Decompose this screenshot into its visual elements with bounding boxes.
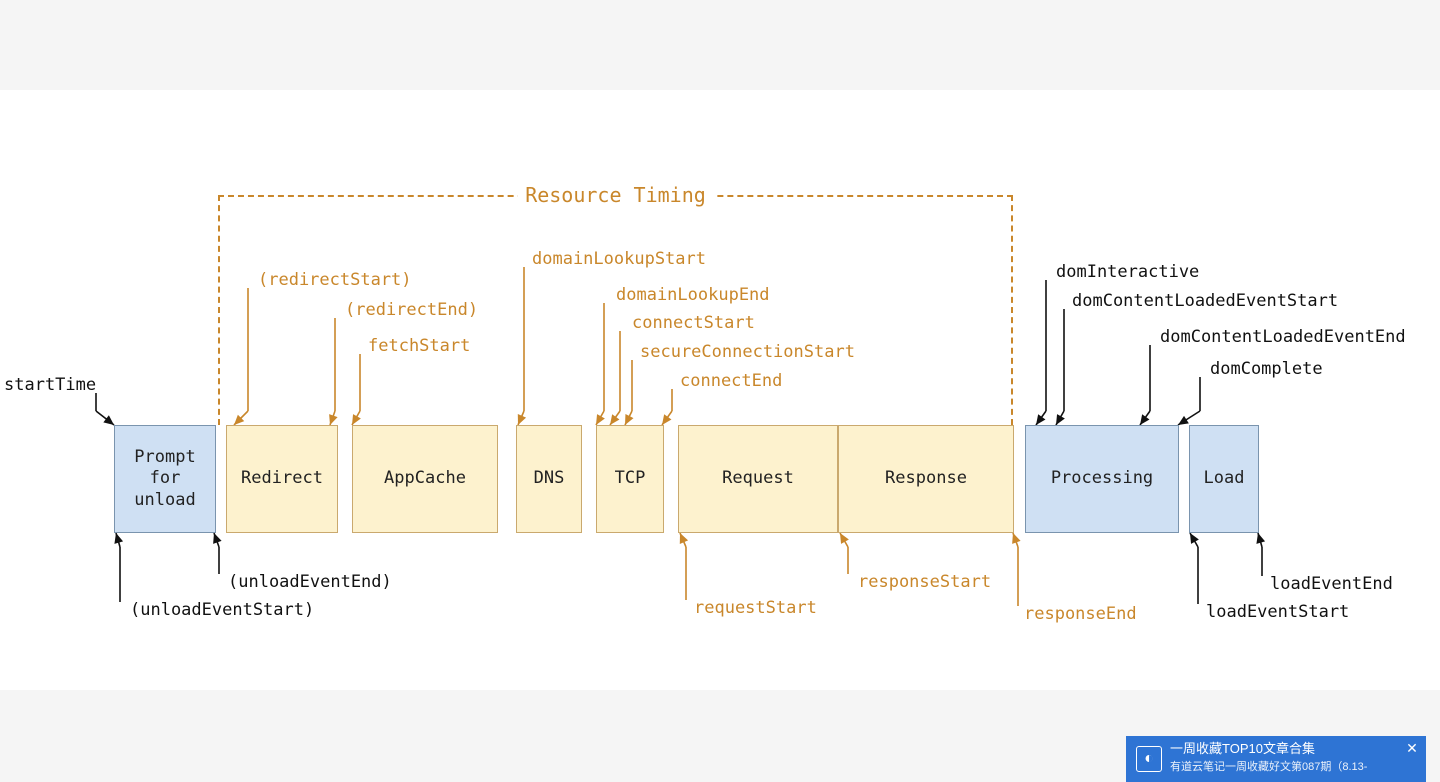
timing-label-fetchStart: fetchStart [368,336,470,356]
close-icon[interactable]: ✕ [1404,740,1420,756]
diagram-panel: Resource Timing Prompt for unloadRedirect… [0,90,1440,690]
timing-label-startTime: startTime [4,375,96,395]
timing-label-unloadEventStart: (unloadEventStart) [130,600,314,620]
timing-label-redirectEnd: (redirectEnd) [345,300,478,320]
navigation-timing-diagram: Resource Timing Prompt for unloadRedirect… [0,90,1440,690]
phase-box-dns: DNS [516,425,582,533]
resource-timing-bracket [218,195,1013,425]
timing-label-domContentLoadedEventStart: domContentLoadedEventStart [1072,291,1338,311]
phase-box-load: Load [1189,425,1259,533]
timing-label-requestStart: requestStart [694,598,817,618]
timing-label-domainLookupEnd: domainLookupEnd [616,285,770,305]
toast-subtitle: 有道云笔记一周收藏好文第087期（8.13- [1170,758,1398,774]
note-icon: ◐ [1136,746,1162,772]
timing-label-connectEnd: connectEnd [680,371,782,391]
timing-label-domContentLoadedEventEnd: domContentLoadedEventEnd [1160,327,1406,347]
timing-label-responseStart: responseStart [858,572,991,592]
phase-box-redirect: Redirect [226,425,338,533]
timing-label-loadEventStart: loadEventStart [1206,602,1349,622]
timing-label-responseEnd: responseEnd [1024,604,1137,624]
phase-box-response: Response [838,425,1014,533]
timing-label-domComplete: domComplete [1210,359,1323,379]
timing-label-secureConnectionStart: secureConnectionStart [640,342,855,362]
timing-label-unloadEventEnd: (unloadEventEnd) [228,572,392,592]
phase-box-request: Request [678,425,838,533]
resource-timing-title: Resource Timing [517,183,714,207]
timing-label-redirectStart: (redirectStart) [258,270,412,290]
phase-box-tcp: TCP [596,425,664,533]
timing-label-domainLookupStart: domainLookupStart [532,249,706,269]
toast-title: 一周收藏TOP10文章合集 [1170,740,1398,758]
phase-box-appcache: AppCache [352,425,498,533]
phase-box-prompt: Prompt for unload [114,425,216,533]
phase-box-processing: Processing [1025,425,1179,533]
timing-label-connectStart: connectStart [632,313,755,333]
timing-label-loadEventEnd: loadEventEnd [1270,574,1393,594]
toast-notification[interactable]: ◐ ✕ 一周收藏TOP10文章合集 有道云笔记一周收藏好文第087期（8.13- [1126,736,1426,782]
timing-label-domInteractive: domInteractive [1056,262,1199,282]
